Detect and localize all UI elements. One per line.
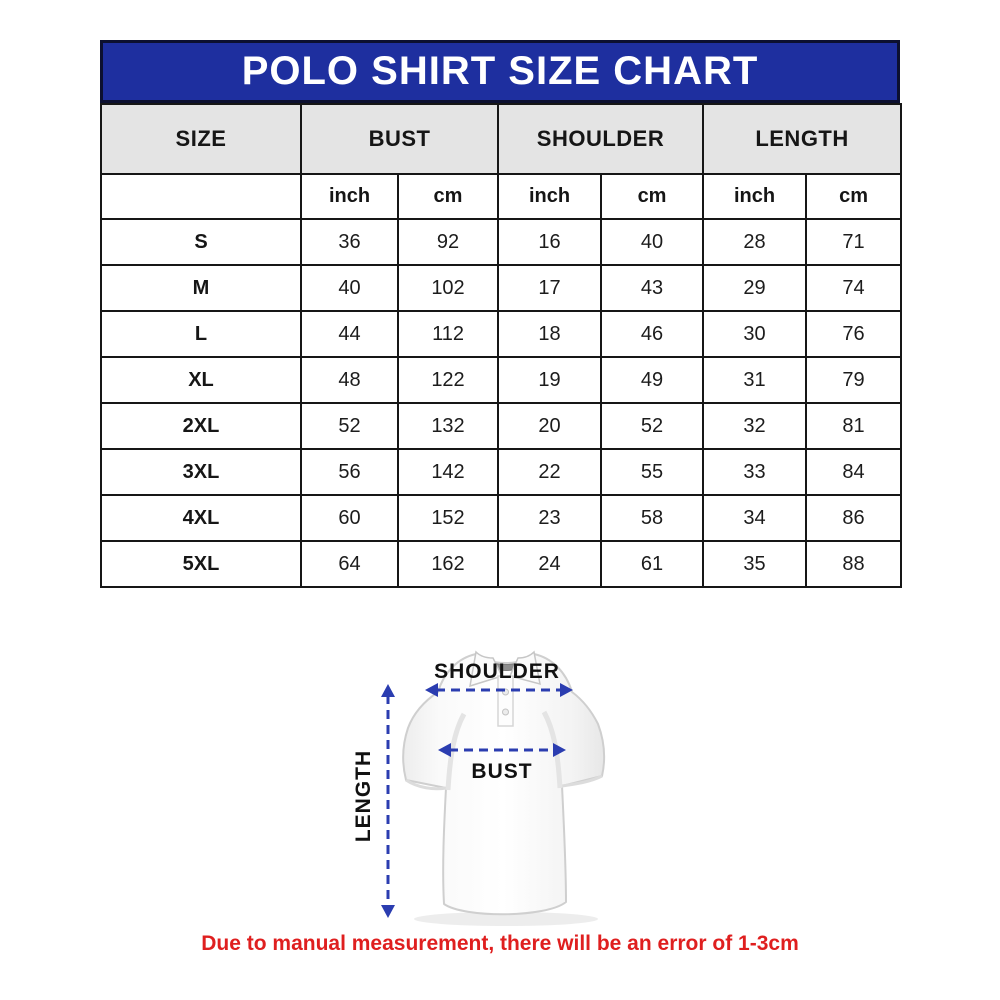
size-chart-table: SIZE BUST SHOULDER LENGTH inch cm inch c… xyxy=(100,103,903,588)
measurement-cell: 112 xyxy=(396,310,500,358)
measurement-cell: 102 xyxy=(396,264,500,312)
measurement-cell: 44 xyxy=(300,310,399,358)
measurement-cell: 52 xyxy=(600,402,705,450)
size-cell: S xyxy=(100,218,302,266)
measurement-cell: 34 xyxy=(702,494,808,542)
measurement-cell: 40 xyxy=(600,218,705,266)
table-row-l: L 44 112 18 46 30 76 xyxy=(100,310,903,358)
measurement-cell: 48 xyxy=(300,356,399,404)
bust-label: BUST xyxy=(471,760,532,783)
measurement-cell: 43 xyxy=(600,264,705,312)
measurement-cell: 20 xyxy=(497,402,603,450)
size-cell: 3XL xyxy=(100,448,302,496)
measurement-cell: 71 xyxy=(805,218,903,266)
measurement-cell: 122 xyxy=(396,356,500,404)
measurement-cell: 152 xyxy=(396,494,500,542)
measurement-cell: 58 xyxy=(600,494,705,542)
table-unit-row: inch cm inch cm inch cm xyxy=(100,173,903,220)
measurement-cell: 22 xyxy=(497,448,603,496)
measurement-cell: 52 xyxy=(300,402,399,450)
measurement-diagram: SHOULDER BUST LENGTH xyxy=(330,636,680,936)
table-row-4xl: 4XL 60 152 23 58 34 86 xyxy=(100,494,903,542)
measurement-cell: 36 xyxy=(300,218,399,266)
size-cell: 4XL xyxy=(100,494,302,542)
polo-shirt-image xyxy=(402,650,606,926)
button-placket xyxy=(497,675,514,727)
collar-right-flap xyxy=(508,650,541,686)
table-header-row: SIZE BUST SHOULDER LENGTH xyxy=(100,103,903,175)
measurement-cell: 55 xyxy=(600,448,705,496)
measurement-cell: 30 xyxy=(702,310,808,358)
measurement-cell: 17 xyxy=(497,264,603,312)
measurement-cell: 56 xyxy=(300,448,399,496)
shoulder-arrow xyxy=(425,683,573,697)
measurement-cell: 16 xyxy=(497,218,603,266)
measurement-cell: 32 xyxy=(702,402,808,450)
measurement-cell: 92 xyxy=(396,218,500,266)
measurement-cell: 81 xyxy=(805,402,903,450)
size-cell: 5XL xyxy=(100,540,302,588)
shirt-shadow xyxy=(414,912,598,926)
measurement-cell: 19 xyxy=(497,356,603,404)
length-label: LENGTH xyxy=(352,750,375,842)
measurement-cell: 31 xyxy=(702,356,808,404)
measurement-cell: 84 xyxy=(805,448,903,496)
column-header-bust: BUST xyxy=(299,103,500,175)
measurement-cell: 40 xyxy=(300,264,399,312)
measurement-cell: 61 xyxy=(600,540,705,588)
table-row-5xl: 5XL 64 162 24 61 35 88 xyxy=(100,540,903,588)
measurement-cell: 74 xyxy=(805,264,903,312)
measurement-cell: 162 xyxy=(396,540,500,588)
measurement-cell: 64 xyxy=(300,540,399,588)
unit-bust-inch: inch xyxy=(300,173,399,220)
table-row-m: M 40 102 17 43 29 74 xyxy=(100,264,903,312)
page-title: POLO SHIRT SIZE CHART xyxy=(241,49,759,93)
size-cell: 2XL xyxy=(100,402,302,450)
table-row-2xl: 2XL 52 132 20 52 32 81 xyxy=(100,402,903,450)
unit-shoulder-inch: inch xyxy=(497,173,603,220)
chart-title-banner: POLO SHIRT SIZE CHART xyxy=(100,40,900,103)
measurement-cell: 49 xyxy=(600,356,705,404)
column-header-shoulder: SHOULDER xyxy=(497,103,705,175)
collar-left-flap xyxy=(469,650,504,688)
measurement-cell: 33 xyxy=(702,448,808,496)
unit-shoulder-cm: cm xyxy=(600,173,705,220)
shirt-body xyxy=(402,653,606,916)
measurement-cell: 28 xyxy=(702,218,808,266)
table-row-xl: XL 48 122 19 49 31 79 xyxy=(100,356,903,404)
unit-length-cm: cm xyxy=(805,173,903,220)
measurement-cell: 35 xyxy=(702,540,808,588)
measurement-cell: 79 xyxy=(805,356,903,404)
unit-blank-cell xyxy=(100,173,302,220)
measurement-cell: 86 xyxy=(805,494,903,542)
size-cell: L xyxy=(100,310,302,358)
size-cell: M xyxy=(100,264,302,312)
bust-arrow xyxy=(438,743,566,757)
table-row-3xl: 3XL 56 142 22 55 33 84 xyxy=(100,448,903,496)
size-cell: XL xyxy=(100,356,302,404)
measurement-cell: 88 xyxy=(805,540,903,588)
table-row-s: S 36 92 16 40 28 71 xyxy=(100,218,903,266)
measurement-cell: 23 xyxy=(497,494,603,542)
right-sleeve-hem xyxy=(561,774,603,788)
measurement-cell: 18 xyxy=(497,310,603,358)
unit-length-inch: inch xyxy=(702,173,808,220)
measurement-cell: 132 xyxy=(396,402,500,450)
measurement-cell: 76 xyxy=(805,310,903,358)
measurement-cell: 46 xyxy=(600,310,705,358)
column-header-size: SIZE xyxy=(100,103,302,175)
measurement-cell: 142 xyxy=(396,448,500,496)
length-arrow xyxy=(381,684,395,918)
measurement-note: Due to manual measurement, there will be… xyxy=(201,932,799,955)
left-body-crease xyxy=(445,712,467,791)
button-bottom xyxy=(502,708,509,716)
measurement-cell: 24 xyxy=(497,540,603,588)
left-sleeve-hem xyxy=(405,778,447,791)
unit-bust-cm: cm xyxy=(396,173,500,220)
column-header-length: LENGTH xyxy=(702,103,903,175)
measurement-cell: 29 xyxy=(702,264,808,312)
measurement-cell: 60 xyxy=(300,494,399,542)
shoulder-label: SHOULDER xyxy=(434,660,560,683)
